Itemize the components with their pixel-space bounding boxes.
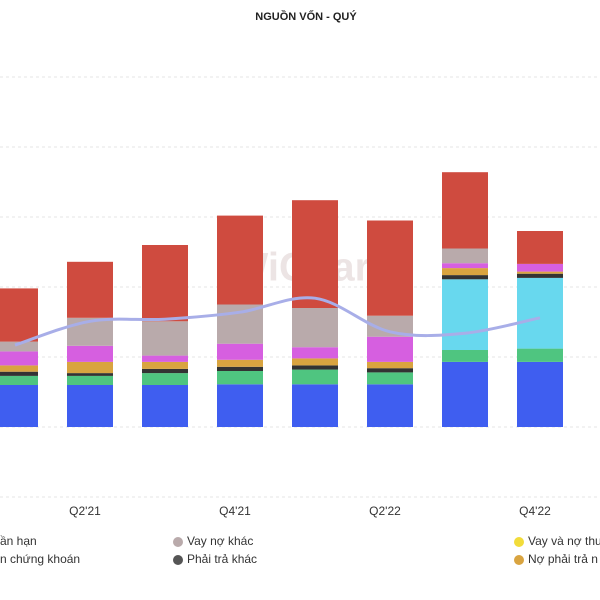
legend-marker <box>514 537 524 547</box>
bar-segment <box>0 365 38 372</box>
bar-segment <box>217 304 263 344</box>
bar-segment <box>292 384 338 427</box>
bar-segment <box>0 375 38 385</box>
bar-segment <box>292 200 338 308</box>
bar-segment <box>0 341 38 352</box>
bar-segment <box>217 359 263 367</box>
bar-segment <box>367 336 413 362</box>
bar-segment <box>517 271 563 274</box>
bar-segment <box>142 385 188 427</box>
legend-label: n chứng khoán <box>0 552 80 566</box>
bar-segment <box>442 275 488 280</box>
bar-segment <box>517 277 563 349</box>
bar-segment <box>0 351 38 366</box>
bar-segment <box>517 263 563 272</box>
bar-segment <box>67 375 113 385</box>
bar-segment <box>517 348 563 362</box>
bar-segment <box>142 245 188 322</box>
bar-segment <box>367 368 413 373</box>
legend-label: Vay nợ khác <box>187 534 253 548</box>
bar-segment <box>217 215 263 305</box>
bar-segment <box>67 361 113 374</box>
bar-segment <box>367 315 413 337</box>
bar-segment <box>67 373 113 376</box>
bar-segment <box>442 263 488 269</box>
bar-segment <box>442 172 488 249</box>
bar-segment <box>217 371 263 385</box>
bar-segment <box>292 365 338 370</box>
legend-marker <box>173 537 183 547</box>
legend-label: Vay và nợ thu <box>528 534 600 548</box>
bar-segment <box>367 361 413 369</box>
bar-segment <box>292 358 338 366</box>
x-tick-label: Q4'22 <box>519 504 551 518</box>
bar-segment <box>367 372 413 385</box>
legend-marker <box>514 555 524 565</box>
bar-segment <box>442 279 488 350</box>
bar-segment <box>142 361 188 369</box>
chart-title: NGUỒN VỐN - QUÝ <box>255 9 357 23</box>
x-tick-label: Q2'21 <box>69 504 101 518</box>
bar-segment <box>217 343 263 360</box>
bar-segment <box>217 366 263 371</box>
bar-segment <box>367 220 413 316</box>
bar-segment <box>0 288 38 342</box>
bar-segment <box>0 385 38 427</box>
bar-segment <box>142 368 188 374</box>
legend-label: Phải trả khác <box>187 552 257 566</box>
bar-segment <box>367 384 413 427</box>
bar-segment <box>517 273 563 278</box>
bar-segment <box>442 248 488 264</box>
bar-segment <box>0 371 38 376</box>
bar-segment <box>142 355 188 362</box>
x-tick-label: Q2'22 <box>369 504 401 518</box>
bar-segment <box>67 385 113 427</box>
bar-segment <box>517 231 563 264</box>
legend-marker <box>173 555 183 565</box>
bar-segment <box>217 384 263 427</box>
x-tick-label: Q4'21 <box>219 504 251 518</box>
legend-label: ần hạn <box>0 534 37 548</box>
bar-segment <box>442 268 488 276</box>
bar-segment <box>142 373 188 385</box>
legend-label: Nợ phải trả n <box>528 552 598 566</box>
bar-segment <box>67 345 113 362</box>
bar-segment <box>142 321 188 356</box>
bar-segment <box>292 347 338 359</box>
bar-segment <box>292 308 338 348</box>
bar-segment <box>292 369 338 385</box>
line <box>14 296 541 347</box>
bar-segment <box>517 361 563 427</box>
bar-segment <box>442 361 488 427</box>
bar-segment <box>67 261 113 318</box>
bar-segment <box>442 350 488 362</box>
